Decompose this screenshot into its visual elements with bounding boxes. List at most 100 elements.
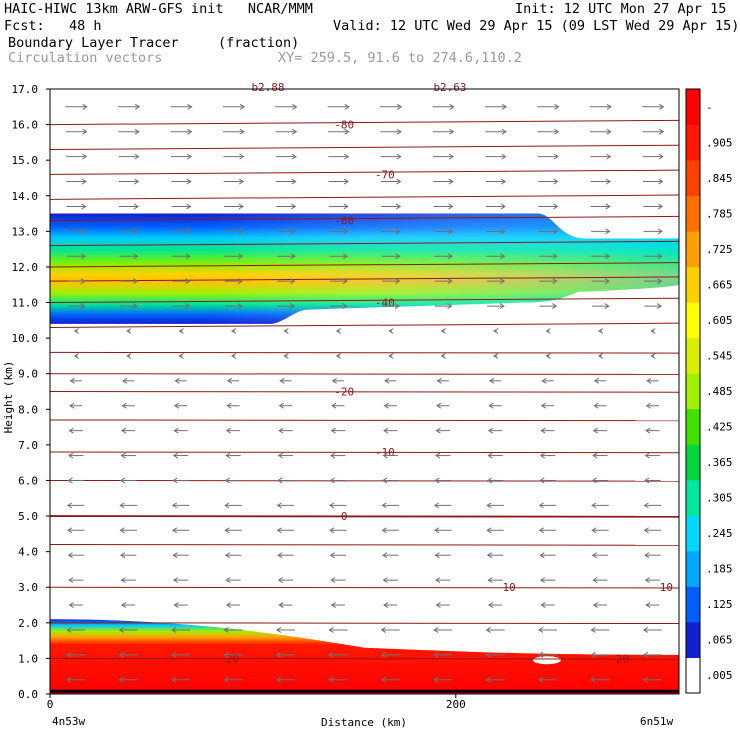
wind-vector-head xyxy=(488,377,495,384)
wind-vector-head xyxy=(436,377,442,384)
x-tick-label: 0 xyxy=(47,698,54,711)
wind-vector-head xyxy=(605,178,612,185)
wind-vector-head xyxy=(383,402,389,409)
wind-vector-head xyxy=(173,402,180,409)
wind-vector-head xyxy=(657,228,663,235)
wind-vector-head xyxy=(395,253,401,260)
wind-vector-head xyxy=(646,377,652,384)
colorbar-swatch xyxy=(686,373,700,410)
wind-vector-head xyxy=(539,477,545,484)
wind-vector-head xyxy=(290,253,296,260)
wind-vector-head xyxy=(501,103,508,110)
y-tick-label: 12.0 xyxy=(12,261,39,274)
wind-vector-head xyxy=(657,253,663,260)
wind-vector-head xyxy=(225,427,232,434)
wind-vector-head xyxy=(486,552,493,559)
colorbar-swatch xyxy=(686,408,700,445)
wind-vector-head xyxy=(275,627,282,633)
colorbar-swatch xyxy=(686,160,700,197)
wind-vector-head xyxy=(226,377,233,384)
wind-vector-head xyxy=(119,527,125,534)
terrain-line xyxy=(50,689,679,693)
lower-tracer-layer xyxy=(50,619,679,694)
wind-vector-head xyxy=(642,627,649,633)
wind-vector-head xyxy=(485,627,491,633)
wind-vector-head xyxy=(133,228,139,235)
wind-vector-head xyxy=(435,577,441,584)
wind-vector-head xyxy=(383,602,389,608)
wind-vector-head xyxy=(290,228,297,235)
wind-vector-head xyxy=(644,577,650,584)
wind-vector-head xyxy=(277,477,283,484)
colorbar-swatch xyxy=(686,479,700,516)
wind-vector-head xyxy=(436,402,442,409)
isotherm-line xyxy=(49,586,680,589)
wind-vector-head xyxy=(275,651,282,658)
wind-vector-head xyxy=(396,153,402,160)
wind-vector-head xyxy=(291,153,297,160)
wind-vector-head xyxy=(239,153,245,160)
wind-vector-head xyxy=(343,178,349,185)
wind-vector-head xyxy=(328,627,334,633)
wind-vector-head xyxy=(434,477,440,484)
wind-vector-head xyxy=(67,477,73,484)
isotherm-label: 20 xyxy=(226,652,239,665)
wind-vector-head xyxy=(538,527,545,534)
colorbar-label: .245 xyxy=(706,527,733,540)
wind-vector-head xyxy=(330,452,336,459)
wind-vector-head xyxy=(133,253,139,260)
wind-vector-head xyxy=(538,676,544,683)
wind-vector-head xyxy=(237,278,244,285)
tracer-gap xyxy=(532,656,561,665)
wind-vector-head xyxy=(82,128,88,135)
y-tick-label: 9.0 xyxy=(18,368,38,381)
colorbar-label: .785 xyxy=(706,207,733,220)
colorbar-swatch xyxy=(686,444,700,481)
isotherm-line xyxy=(49,657,680,660)
colorbar-label: .485 xyxy=(706,385,733,398)
wind-vector-head xyxy=(290,278,296,285)
y-tick-label: 14.0 xyxy=(12,190,39,203)
wind-vector-head xyxy=(186,178,192,185)
wind-vector-head xyxy=(659,103,665,110)
wind-vector-head xyxy=(291,128,298,135)
wind-vector-head xyxy=(380,676,386,683)
colorbar-label: .005 xyxy=(706,669,733,682)
wind-vector-head xyxy=(395,278,401,285)
wind-vector-head xyxy=(80,303,86,310)
wind-vector-head xyxy=(545,328,551,334)
isotherm-line xyxy=(49,515,680,518)
init-time: Init: 12 UTC Mon 27 Apr 15 xyxy=(515,1,727,17)
isotherm-label: -40 xyxy=(375,297,395,310)
wind-vector-head xyxy=(396,178,402,185)
top-edge-label: b2.88 xyxy=(251,81,284,94)
wind-vector-head xyxy=(553,178,559,185)
colorbar-swatch xyxy=(686,586,700,623)
wind-vector-head xyxy=(591,502,597,509)
wind-vector-head xyxy=(239,103,246,110)
wind-vector-head xyxy=(592,452,598,459)
wind-vector-head xyxy=(225,602,232,608)
wind-vector-head xyxy=(185,278,191,285)
wind-vector-head xyxy=(493,352,499,359)
wind-vector-head xyxy=(538,627,544,633)
wind-vector-head xyxy=(68,427,74,434)
wind-vector-head xyxy=(487,577,493,584)
wind-vector-head xyxy=(658,128,665,135)
wind-vector-head xyxy=(224,527,230,534)
wind-vector-head xyxy=(447,303,453,310)
isotherm-line xyxy=(49,169,680,175)
wind-vector-head xyxy=(449,103,455,110)
wind-vector-head xyxy=(328,651,334,658)
colorbar-swatch xyxy=(686,621,700,658)
wind-vector-head xyxy=(382,477,388,484)
wind-vector-head xyxy=(433,627,439,633)
wind-vector-head xyxy=(178,328,184,334)
wind-vector-head xyxy=(69,402,75,409)
wind-vector-head xyxy=(329,477,335,484)
isotherm-line xyxy=(49,544,680,546)
wind-vector-head xyxy=(388,328,394,334)
wind-vector-head xyxy=(237,303,243,310)
wind-vector-head xyxy=(501,178,507,185)
wind-vector-head xyxy=(342,303,348,310)
